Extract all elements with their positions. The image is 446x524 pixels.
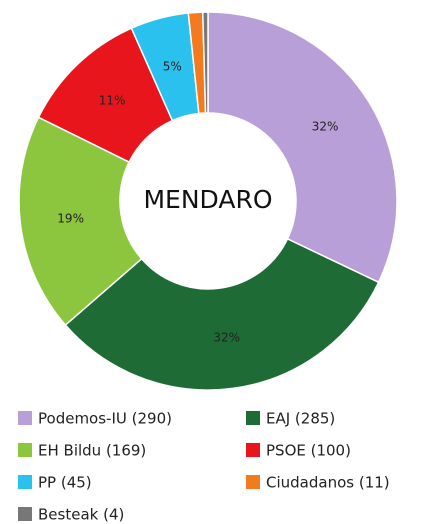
slice-label: 11%	[99, 94, 126, 108]
slice-label: 32%	[312, 120, 339, 134]
legend-label: EAJ (285)	[266, 410, 335, 428]
slice-label: 19%	[57, 211, 84, 225]
legend-swatch	[246, 443, 260, 457]
chart-title: MENDARO	[143, 185, 272, 214]
slice	[64, 237, 380, 391]
legend-label: Ciudadanos (11)	[266, 474, 390, 492]
legend-swatch	[18, 411, 32, 425]
legend-label: EH Bildu (169)	[38, 442, 146, 460]
legend-swatch	[246, 411, 260, 425]
slice	[18, 116, 143, 327]
legend-label: Besteak (4)	[38, 506, 124, 524]
slice-label: 5%	[163, 60, 182, 74]
slice	[207, 11, 398, 284]
legend-label: PP (45)	[38, 474, 92, 492]
legend-swatch	[18, 507, 32, 521]
legend-swatch	[246, 475, 260, 489]
legend-label: Podemos-IU (290)	[38, 410, 172, 428]
legend-swatch	[18, 475, 32, 489]
slice-label: 32%	[213, 331, 240, 345]
legend-label: PSOE (100)	[266, 442, 351, 460]
slice	[201, 11, 209, 114]
legend-swatch	[18, 443, 32, 457]
